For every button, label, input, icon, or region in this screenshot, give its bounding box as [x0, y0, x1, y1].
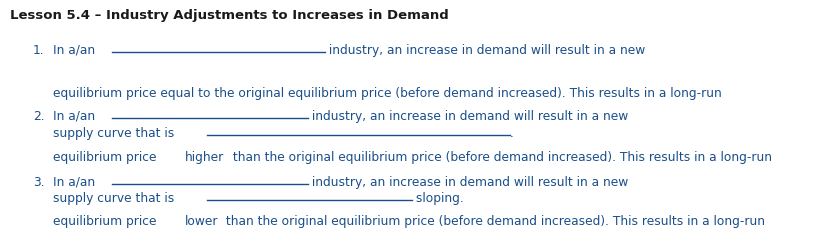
Text: industry, an increase in demand will result in a new: industry, an increase in demand will res…: [308, 110, 628, 123]
Text: 3.: 3.: [33, 176, 44, 188]
Text: than the original equilibrium price (before demand increased). This results in a: than the original equilibrium price (bef…: [222, 215, 765, 228]
Text: equilibrium price equal to the original equilibrium price (before demand increas: equilibrium price equal to the original …: [53, 87, 722, 100]
Text: higher: higher: [185, 151, 224, 164]
Text: In a/an: In a/an: [53, 110, 99, 123]
Text: equilibrium price: equilibrium price: [53, 151, 160, 164]
Text: than the original equilibrium price (before demand increased). This results in a: than the original equilibrium price (bef…: [229, 151, 772, 164]
Text: 2.: 2.: [33, 110, 44, 123]
Text: In a/an: In a/an: [53, 176, 99, 188]
Text: In a/an: In a/an: [53, 44, 99, 57]
Text: Lesson 5.4 – Industry Adjustments to Increases in Demand: Lesson 5.4 – Industry Adjustments to Inc…: [10, 9, 448, 22]
Text: sloping.: sloping.: [411, 192, 464, 205]
Text: 1.: 1.: [33, 44, 44, 57]
Text: .: .: [510, 127, 514, 140]
Text: supply curve that is: supply curve that is: [53, 192, 178, 205]
Text: industry, an increase in demand will result in a new: industry, an increase in demand will res…: [325, 44, 645, 57]
Text: industry, an increase in demand will result in a new: industry, an increase in demand will res…: [308, 176, 628, 188]
Text: supply curve that is: supply curve that is: [53, 127, 178, 140]
Text: equilibrium price: equilibrium price: [53, 215, 160, 228]
Text: lower: lower: [185, 215, 218, 228]
